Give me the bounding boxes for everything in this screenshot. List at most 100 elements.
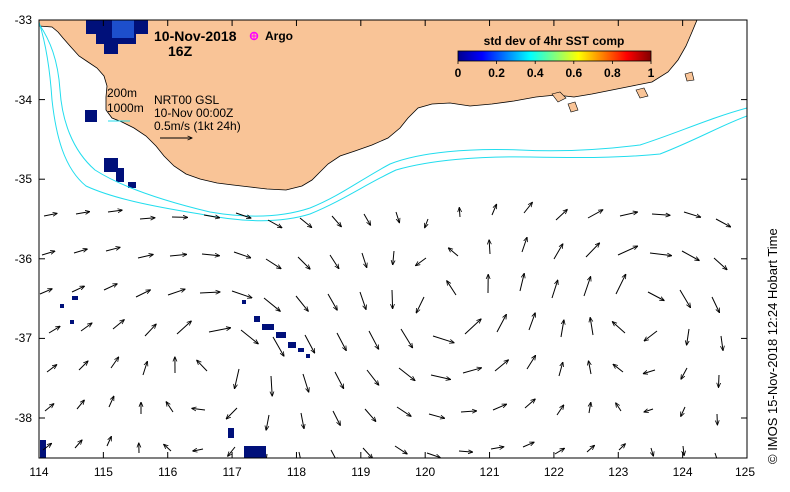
current-vector-arrow: [110, 357, 119, 369]
current-vector-arrow: [295, 295, 308, 311]
current-vector-arrow: [683, 211, 701, 217]
x-axis-labels: 114 115 116 117 118 119 120 121 122 123 …: [29, 465, 755, 479]
current-vector-arrow: [46, 365, 57, 373]
current-vector-arrow: [299, 217, 312, 228]
current-vector-arrow: [715, 218, 731, 227]
current-vector-arrow: [203, 214, 220, 218]
current-vector-arrow: [267, 219, 282, 228]
island: [635, 87, 649, 99]
current-vector-arrow: [649, 252, 672, 256]
current-vector-arrow: [447, 281, 457, 296]
current-vector-arrow: [75, 212, 90, 214]
colorbar-tick-label: 0.4: [527, 66, 544, 80]
current-vector-arrow: [231, 290, 252, 298]
current-vector-arrow: [589, 361, 592, 375]
current-vector-arrow: [142, 362, 147, 376]
bathymetry-1000m-contour: [39, 21, 747, 222]
current-vector-arrow: [71, 286, 84, 293]
y-tick-label: -36: [15, 252, 33, 266]
current-vector-arrow: [359, 291, 366, 309]
map-date: 10-Nov-2018: [154, 28, 237, 44]
current-vector-arrow: [361, 252, 367, 268]
current-vector-arrow: [201, 254, 219, 256]
current-vector-arrow: [679, 289, 690, 308]
current-vector-arrow: [460, 411, 477, 412]
current-vector-arrow: [519, 274, 524, 292]
current-vector-arrow: [459, 208, 460, 218]
current-vector-arrow: [302, 373, 309, 392]
x-tick-label: 122: [544, 465, 564, 479]
current-vector-arrow: [197, 360, 208, 372]
current-vector-arrow: [551, 280, 558, 299]
current-vector-arrow: [558, 362, 563, 377]
current-vector-arrow: [523, 202, 532, 214]
current-vector-arrow: [616, 403, 622, 412]
current-vector-arrow: [612, 322, 626, 334]
current-vector-arrow: [364, 408, 376, 421]
x-tick-label: 123: [608, 465, 628, 479]
vector-scale-label: 0.5m/s (1kt 24h): [154, 119, 241, 133]
current-vector-arrow: [74, 440, 82, 449]
current-vector-arrow: [719, 374, 720, 387]
current-vector-arrow: [589, 402, 591, 414]
current-vector-arrow: [103, 284, 117, 291]
current-vector-arrow: [713, 257, 727, 270]
current-vector-arrow: [400, 328, 413, 348]
y-tick-label: -34: [15, 93, 33, 107]
current-vector-arrow: [199, 292, 220, 293]
current-vector-arrow: [363, 213, 371, 225]
current-vector-arrow: [297, 256, 310, 269]
current-vector-arrow: [617, 246, 638, 256]
current-vector-arrow: [489, 240, 490, 255]
coastline-land: [39, 20, 698, 191]
current-vector-arrow: [416, 296, 425, 313]
current-vector-arrow: [647, 291, 664, 301]
current-vector-arrow: [392, 289, 393, 309]
current-vector-arrow: [432, 335, 454, 343]
x-tick-label: 114: [29, 465, 48, 479]
x-tick-label: 116: [158, 465, 177, 479]
current-vector-arrow: [107, 210, 122, 212]
sst-stddev-patches: [40, 20, 310, 458]
current-vector-arrow: [366, 369, 379, 385]
current-vector-arrow: [644, 330, 658, 341]
current-vector-arrow: [491, 204, 497, 216]
current-vector-arrow: [135, 290, 150, 298]
island: [684, 71, 695, 82]
current-vector-arrow: [105, 247, 120, 252]
colorbar-tick-label: 0.2: [488, 66, 505, 80]
x-tick-label: 115: [94, 465, 113, 479]
current-vector-arrow: [590, 318, 594, 336]
current-vector-arrow: [711, 296, 719, 313]
current-vector-arrow: [235, 368, 240, 389]
current-vector-arrow: [528, 313, 535, 331]
current-vector-arrow: [555, 210, 567, 221]
current-vector-arrow: [334, 371, 344, 389]
current-vector-arrow: [521, 237, 527, 253]
current-vector-arrow: [176, 321, 191, 335]
axis-ticks: [38, 19, 748, 458]
current-vector-arrow: [272, 336, 284, 356]
current-vector-arrow: [298, 451, 301, 458]
current-vector-arrow: [240, 329, 258, 344]
colorbar-title: std dev of 4hr SST comp: [484, 34, 625, 48]
island: [567, 101, 579, 113]
current-vector-arrow: [48, 326, 60, 334]
current-vector-arrow: [396, 406, 411, 416]
current-vector-arrow: [524, 399, 535, 409]
current-vector-arrow: [393, 250, 394, 265]
product-label: NRT00 GSL: [154, 93, 219, 107]
y-tick-label: -35: [15, 172, 33, 186]
current-vector-arrow: [193, 449, 204, 451]
current-vector-arrow: [332, 410, 340, 425]
current-vector-arrow: [228, 446, 236, 456]
current-vector-arrow: [80, 323, 92, 332]
colorbar-tick-label: 1: [648, 66, 655, 80]
current-vector-arrow: [112, 320, 124, 330]
current-vector-arrow: [394, 445, 407, 454]
current-vector-arrow: [78, 361, 88, 371]
current-vector-arrow: [428, 413, 445, 418]
current-vector-arrow: [492, 404, 507, 411]
colorbar-tick-label: 0.6: [565, 66, 582, 80]
colorbar-tick-label: 0.8: [604, 66, 621, 80]
